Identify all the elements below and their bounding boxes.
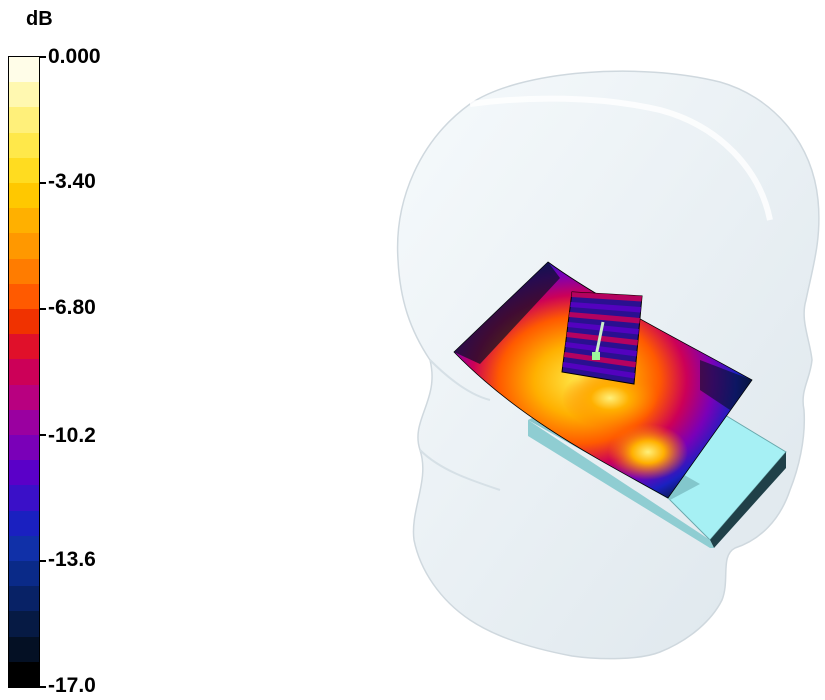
colorbar-segment — [9, 636, 39, 662]
colorbar-tick — [40, 308, 46, 310]
colorbar-segment — [9, 82, 39, 108]
colorbar-segment — [9, 107, 39, 133]
colorbar-segment — [9, 409, 39, 436]
colorbar-label-5: -17.0 — [48, 674, 96, 697]
colorbar-segment — [9, 334, 39, 360]
colorbar-tick — [40, 182, 46, 184]
colorbar-label-4: -13.6 — [48, 548, 96, 571]
zoom-scan-grid — [561, 291, 643, 385]
colorbar-tick — [40, 686, 46, 688]
scan-grid-stripe — [571, 292, 642, 302]
colorbar-label-0: 0.000 — [48, 45, 101, 68]
scan-grid-stripe — [562, 362, 635, 379]
colorbar-tick — [40, 560, 46, 562]
colorbar-tick — [40, 56, 46, 58]
colorbar-segment — [9, 586, 39, 612]
colorbar-gradient — [8, 56, 40, 688]
colorbar-segment — [9, 384, 39, 410]
scan-grid-stripe — [570, 302, 641, 313]
scan-grid-stripe — [567, 322, 639, 335]
colorbar-segment — [9, 233, 39, 259]
colorbar-segment — [9, 283, 39, 310]
colorbar-segment — [9, 485, 39, 511]
colorbar-tick — [40, 434, 46, 436]
colorbar-segment — [9, 611, 39, 637]
scan-grid-stripe — [565, 342, 637, 357]
colorbar-segment — [9, 435, 39, 461]
scan-grid-stripe — [568, 312, 640, 324]
colorbar-segment — [9, 510, 39, 536]
colorbar-segment — [9, 157, 39, 184]
colorbar-segment — [9, 661, 39, 688]
colorbar-label-2: -6.80 — [48, 296, 96, 319]
colorbar-label-3: -10.2 — [48, 424, 96, 447]
colorbar-segment — [9, 57, 39, 83]
colorbar-segment — [9, 460, 39, 486]
colorbar-segment — [9, 258, 39, 284]
scan-grid-stripe — [566, 332, 638, 346]
sar-distribution-surface — [453, 261, 753, 499]
colorbar-segment — [9, 132, 39, 158]
colorbar-label-1: -3.40 — [48, 170, 96, 193]
colorbar-segment — [9, 561, 39, 587]
colorbar-segment — [9, 208, 39, 234]
feed-point — [592, 352, 600, 360]
colorbar-segment — [9, 183, 39, 209]
colorbar-legend: dB 0.000 -3.40 -6.80 -10.2 -13.6 -17.0 — [0, 0, 140, 700]
colorbar-segment — [9, 359, 39, 385]
colorbar-segment — [9, 535, 39, 562]
colorbar-unit-label: dB — [26, 8, 53, 30]
colorbar-segment — [9, 309, 39, 335]
